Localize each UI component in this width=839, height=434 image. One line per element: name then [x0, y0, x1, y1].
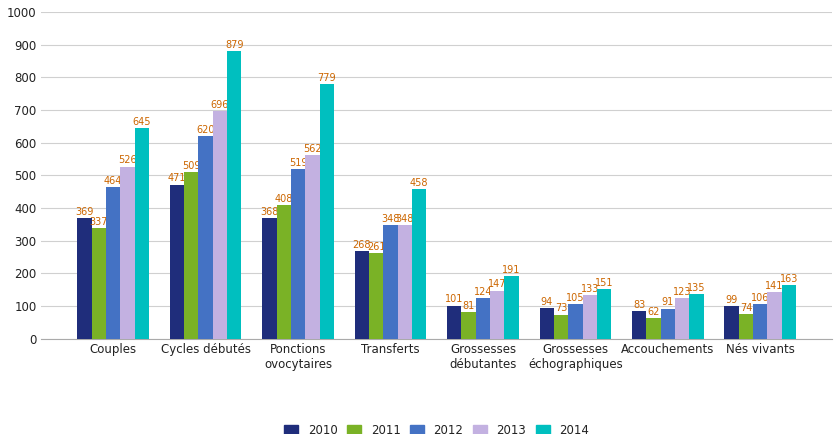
- Text: 74: 74: [740, 303, 752, 313]
- Bar: [120, 167, 135, 339]
- Text: 696: 696: [211, 100, 229, 110]
- Text: 147: 147: [488, 279, 507, 289]
- Bar: [355, 251, 369, 339]
- Bar: [213, 111, 227, 339]
- Text: 526: 526: [118, 155, 137, 165]
- Text: 348: 348: [396, 214, 414, 224]
- Text: 779: 779: [317, 73, 336, 83]
- Text: 191: 191: [503, 265, 521, 275]
- Text: 348: 348: [382, 214, 399, 224]
- Bar: [753, 304, 768, 339]
- Bar: [461, 312, 476, 339]
- Text: 135: 135: [687, 283, 706, 293]
- Text: 408: 408: [274, 194, 293, 204]
- Text: 163: 163: [779, 274, 798, 284]
- Text: 124: 124: [474, 287, 492, 297]
- Legend: 2010, 2011, 2012, 2013, 2014: 2010, 2011, 2012, 2013, 2014: [284, 424, 589, 434]
- Text: 368: 368: [260, 207, 279, 217]
- Bar: [782, 285, 796, 339]
- Text: 509: 509: [182, 161, 201, 171]
- Text: 471: 471: [168, 174, 186, 184]
- Bar: [447, 306, 461, 339]
- Bar: [77, 218, 91, 339]
- Bar: [490, 290, 504, 339]
- Text: 83: 83: [633, 300, 645, 310]
- Bar: [632, 312, 646, 339]
- Text: 94: 94: [540, 296, 553, 306]
- Text: 73: 73: [555, 303, 567, 313]
- Text: 879: 879: [225, 40, 243, 50]
- Bar: [568, 304, 582, 339]
- Bar: [739, 314, 753, 339]
- Bar: [369, 253, 383, 339]
- Bar: [768, 293, 782, 339]
- Text: 106: 106: [751, 293, 769, 302]
- Bar: [383, 225, 398, 339]
- Bar: [675, 298, 690, 339]
- Text: 141: 141: [765, 281, 784, 291]
- Bar: [554, 315, 568, 339]
- Text: 620: 620: [196, 125, 215, 135]
- Bar: [106, 187, 120, 339]
- Text: 645: 645: [133, 117, 151, 127]
- Bar: [305, 155, 320, 339]
- Bar: [476, 298, 490, 339]
- Bar: [724, 306, 739, 339]
- Bar: [169, 185, 184, 339]
- Bar: [320, 84, 334, 339]
- Text: 464: 464: [104, 176, 122, 186]
- Bar: [539, 308, 554, 339]
- Bar: [582, 295, 597, 339]
- Bar: [263, 218, 277, 339]
- Bar: [597, 289, 612, 339]
- Text: 133: 133: [581, 284, 599, 294]
- Text: 81: 81: [462, 301, 475, 311]
- Bar: [227, 52, 242, 339]
- Text: 369: 369: [76, 207, 94, 217]
- Bar: [277, 205, 291, 339]
- Text: 268: 268: [352, 240, 371, 250]
- Text: 91: 91: [662, 297, 674, 308]
- Bar: [291, 169, 305, 339]
- Bar: [660, 309, 675, 339]
- Text: 562: 562: [303, 144, 321, 154]
- Text: 151: 151: [595, 278, 613, 288]
- Text: 458: 458: [410, 178, 429, 187]
- Bar: [199, 136, 213, 339]
- Bar: [398, 225, 412, 339]
- Bar: [135, 128, 149, 339]
- Bar: [690, 294, 704, 339]
- Bar: [91, 228, 106, 339]
- Text: 123: 123: [673, 287, 691, 297]
- Text: 105: 105: [566, 293, 585, 303]
- Text: 261: 261: [367, 242, 385, 252]
- Text: 99: 99: [726, 295, 737, 305]
- Bar: [412, 189, 426, 339]
- Text: 337: 337: [90, 217, 108, 227]
- Bar: [646, 318, 660, 339]
- Bar: [184, 172, 199, 339]
- Text: 519: 519: [289, 158, 307, 168]
- Text: 101: 101: [446, 294, 463, 304]
- Text: 62: 62: [648, 307, 659, 317]
- Bar: [504, 276, 519, 339]
